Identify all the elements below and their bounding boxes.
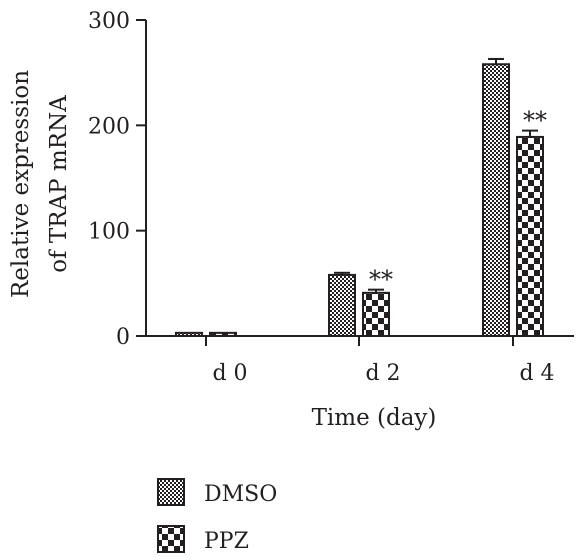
bar-ppz-d2 — [362, 291, 390, 337]
legend-label-dmso: DMSO — [204, 482, 277, 507]
bar-dmso-d4 — [482, 63, 510, 338]
bar-ppz-d0 — [209, 331, 237, 337]
y-axis-title-line-2: of TRAP mRNA — [46, 95, 72, 273]
y-tick-label: 200 — [88, 114, 130, 139]
x-tick-label: d 4 — [519, 361, 554, 386]
x-axis-title: Time (day) — [312, 405, 437, 431]
y-tick-label: 100 — [88, 220, 130, 245]
legend-swatch-dmso — [157, 478, 185, 506]
legend-swatch-ppz — [157, 525, 185, 553]
legend: DMSO PPZ — [157, 478, 277, 554]
y-axis-title-line-1: Relative expression — [8, 70, 34, 298]
x-tick-label: d 2 — [365, 361, 400, 386]
bar-ppz-d4 — [516, 135, 544, 337]
significance-label: ** — [523, 107, 547, 135]
x-tick-label: d 0 — [212, 361, 247, 386]
plot-area: 0 100 200 300 d 0 d 2 d 4 ** ** — [88, 9, 574, 386]
significance-label: ** — [369, 266, 393, 294]
legend-label-ppz: PPZ — [204, 529, 249, 554]
bar-dmso-d2 — [328, 273, 356, 338]
bar-dmso-d0 — [175, 331, 203, 337]
y-tick-label: 0 — [116, 325, 130, 350]
y-tick-label: 300 — [88, 9, 130, 34]
